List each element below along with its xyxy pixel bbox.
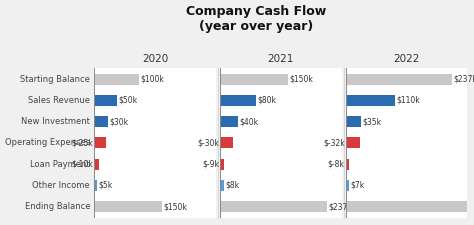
Bar <box>94 201 162 212</box>
Bar <box>94 137 106 148</box>
Text: $-8k: $-8k <box>328 160 345 169</box>
Text: Starting Balance: Starting Balance <box>20 75 90 84</box>
Text: Operating Expenses: Operating Expenses <box>5 138 90 147</box>
Bar <box>220 137 234 148</box>
Bar <box>220 159 224 170</box>
Bar <box>346 116 361 127</box>
Bar <box>346 159 349 170</box>
Bar <box>220 201 327 212</box>
Text: Other Income: Other Income <box>32 181 90 190</box>
Bar <box>220 180 224 191</box>
Bar <box>346 201 474 212</box>
Bar <box>346 180 349 191</box>
Bar <box>220 95 256 106</box>
Text: $150k: $150k <box>164 202 187 211</box>
Text: $237k: $237k <box>328 202 352 211</box>
Bar <box>346 74 453 85</box>
Text: $-30k: $-30k <box>197 138 219 147</box>
Bar <box>94 180 97 191</box>
Bar <box>346 95 395 106</box>
Text: $80k: $80k <box>257 96 276 105</box>
Text: $-32k: $-32k <box>323 138 345 147</box>
Text: Sales Revenue: Sales Revenue <box>28 96 90 105</box>
Bar <box>94 95 117 106</box>
Bar <box>346 137 360 148</box>
Text: $7k: $7k <box>350 181 365 190</box>
Text: $-25k: $-25k <box>72 138 93 147</box>
Text: New Investment: New Investment <box>21 117 90 126</box>
Bar <box>94 74 139 85</box>
Text: $8k: $8k <box>225 181 239 190</box>
Text: $-9k: $-9k <box>202 160 219 169</box>
Text: $100k: $100k <box>141 75 164 84</box>
Text: Ending Balance: Ending Balance <box>25 202 90 211</box>
Text: $30k: $30k <box>109 117 128 126</box>
Text: 2020: 2020 <box>142 54 168 65</box>
Text: $35k: $35k <box>363 117 382 126</box>
Bar <box>220 74 288 85</box>
Text: $-10k: $-10k <box>72 160 93 169</box>
Text: Company Cash Flow
(year over year): Company Cash Flow (year over year) <box>186 4 326 33</box>
Text: $150k: $150k <box>289 75 313 84</box>
Text: $40k: $40k <box>239 117 258 126</box>
Text: Loan Payment: Loan Payment <box>30 160 90 169</box>
Text: 2022: 2022 <box>393 54 419 65</box>
Text: $110k: $110k <box>397 96 420 105</box>
Bar <box>220 116 238 127</box>
Bar <box>94 159 99 170</box>
Bar <box>94 116 108 127</box>
Text: $5k: $5k <box>98 181 112 190</box>
Text: $237k: $237k <box>454 75 474 84</box>
Text: $50k: $50k <box>118 96 137 105</box>
Text: 2021: 2021 <box>268 54 294 65</box>
